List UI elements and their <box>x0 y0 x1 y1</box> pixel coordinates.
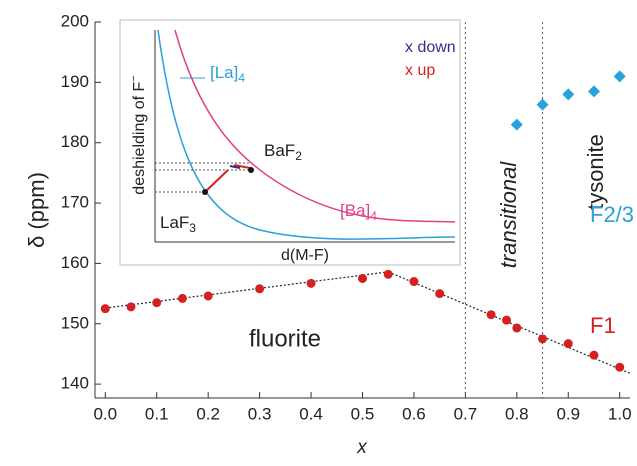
point <box>512 323 522 333</box>
point <box>435 289 445 299</box>
inset-curve <box>174 29 456 223</box>
region-label: transitional <box>496 161 521 269</box>
point <box>255 284 265 294</box>
y-tick-label: 140 <box>61 374 89 393</box>
point <box>538 334 548 344</box>
x-tick-label: 0.6 <box>402 404 426 423</box>
point <box>486 310 496 320</box>
trend-line <box>105 271 389 309</box>
point <box>100 304 110 314</box>
point <box>613 70 626 83</box>
x-tick-label: 0.5 <box>351 404 375 423</box>
inset-label: BaF2 <box>264 141 302 163</box>
point <box>587 85 600 98</box>
inset-y-label: deshielding of F− <box>128 75 148 194</box>
inset-point <box>248 167 254 173</box>
inset-arrow <box>204 164 251 193</box>
inset-note: x down <box>405 39 456 56</box>
y-tick-label: 160 <box>61 253 89 272</box>
y-tick-label: 150 <box>61 313 89 332</box>
inset-label: [Ba]4 <box>340 201 377 223</box>
series-label: F2/3 <box>590 202 634 227</box>
point <box>126 302 136 312</box>
inset-frame <box>119 19 461 266</box>
point <box>510 118 523 131</box>
x-tick-label: 0.8 <box>505 404 529 423</box>
inset: deshielding of F− d(M-F) x down x up [La… <box>119 19 461 266</box>
y-axis-label: δ (ppm) <box>24 172 49 248</box>
point <box>589 350 599 360</box>
inset-note: x up <box>405 62 435 79</box>
y-tick-label: 170 <box>61 193 89 212</box>
point <box>177 293 187 303</box>
inset-x-label: d(M-F) <box>281 247 329 264</box>
point <box>615 362 625 372</box>
x-tick-label: 1.0 <box>608 404 632 423</box>
point <box>358 274 367 284</box>
inset-guides <box>155 162 250 193</box>
y-tick-label: 190 <box>61 72 89 91</box>
y-tick-label: 200 <box>61 11 89 30</box>
point <box>563 339 573 349</box>
x-tick-label: 0.3 <box>248 404 272 423</box>
point <box>306 278 316 288</box>
region-label: tysonite <box>583 134 608 210</box>
x-tick-label: 0.0 <box>93 404 117 423</box>
series-label: F1 <box>590 313 616 338</box>
inset-arrow <box>229 165 241 169</box>
point <box>536 98 549 111</box>
inset-label: [La]4 <box>210 63 245 85</box>
inset-label: LaF3 <box>160 213 196 235</box>
point <box>409 277 419 287</box>
x-tick-label: 0.4 <box>299 404 323 423</box>
point <box>562 88 575 101</box>
y-tick-label: 180 <box>61 132 89 151</box>
x-tick-label: 0.1 <box>145 404 169 423</box>
region-label: fluorite <box>249 325 321 352</box>
point <box>203 291 213 301</box>
x-tick-label: 0.2 <box>196 404 220 423</box>
inset-point <box>202 189 208 195</box>
x-axis-label: x <box>356 437 368 458</box>
point <box>502 315 512 325</box>
point <box>152 298 162 308</box>
x-tick-label: 0.7 <box>454 404 478 423</box>
x-tick-label: 0.9 <box>556 404 580 423</box>
point <box>383 269 393 279</box>
inset-curve <box>157 29 456 240</box>
